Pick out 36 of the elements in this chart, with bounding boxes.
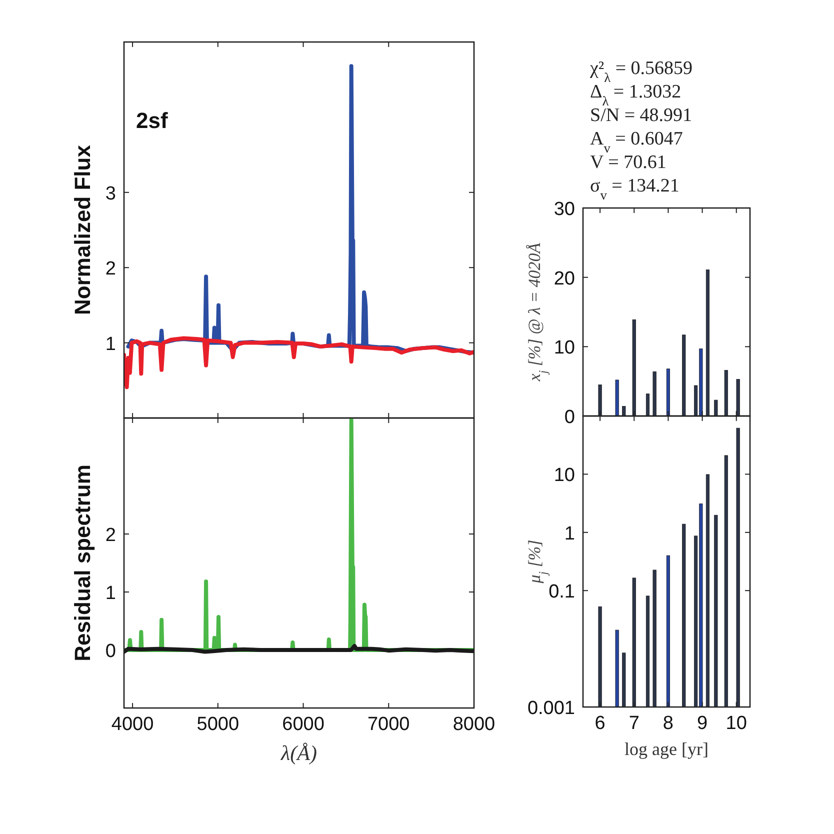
x-axis-title: log age [yr]	[624, 739, 708, 759]
x-tick-label: 5000	[196, 714, 240, 735]
text: Δ$_{λ}$ = 1.3032	[590, 82, 682, 108]
x-tick-label: 7	[628, 713, 640, 734]
text: S/N = 48.991	[590, 105, 692, 126]
annotation: 2sf	[136, 108, 168, 133]
y-tick-label: 0	[564, 407, 575, 428]
x-tick-label: 10	[726, 713, 747, 734]
x-axis-title: λ(Å)	[280, 741, 317, 765]
line-series	[124, 336, 474, 390]
y-tick-label: 1	[105, 334, 116, 355]
x-tick-label: 4000	[111, 714, 154, 735]
y-axis-title: Residual spectrum	[70, 464, 95, 662]
y-tick-label: 0.001	[527, 698, 575, 719]
text: V = 70.61	[590, 152, 666, 173]
text: χ²$_{λ}$ = 0.56859	[589, 58, 693, 84]
y-tick-label: 20	[554, 268, 575, 290]
y-tick-label: 1	[105, 583, 116, 604]
y-tick-label: 0	[105, 641, 116, 662]
x-tick-label: 9	[696, 713, 708, 734]
x-tick-label: 8000	[452, 714, 496, 735]
y-axis-title: Normalized Flux	[70, 144, 95, 315]
x-tick-label: 8	[662, 713, 674, 734]
text: A$_{v}$ = 0.6047	[590, 128, 683, 155]
y-tick-label: 3	[105, 183, 116, 204]
y-tick-label: 10	[554, 338, 575, 359]
text: σ$_{v}$ = 134.21	[590, 176, 680, 202]
y-tick-label: 1	[564, 523, 575, 544]
y-tick-label: 30	[554, 199, 575, 220]
y-tick-label: 2	[105, 258, 116, 280]
x-tick-label: 6000	[282, 714, 324, 735]
x-tick-label: 7000	[367, 714, 410, 735]
y-tick-label: 10	[554, 465, 575, 486]
y-tick-label: 2	[105, 525, 116, 546]
y-tick-label: 0.1	[548, 582, 575, 603]
x-tick-label: 6	[594, 713, 606, 734]
